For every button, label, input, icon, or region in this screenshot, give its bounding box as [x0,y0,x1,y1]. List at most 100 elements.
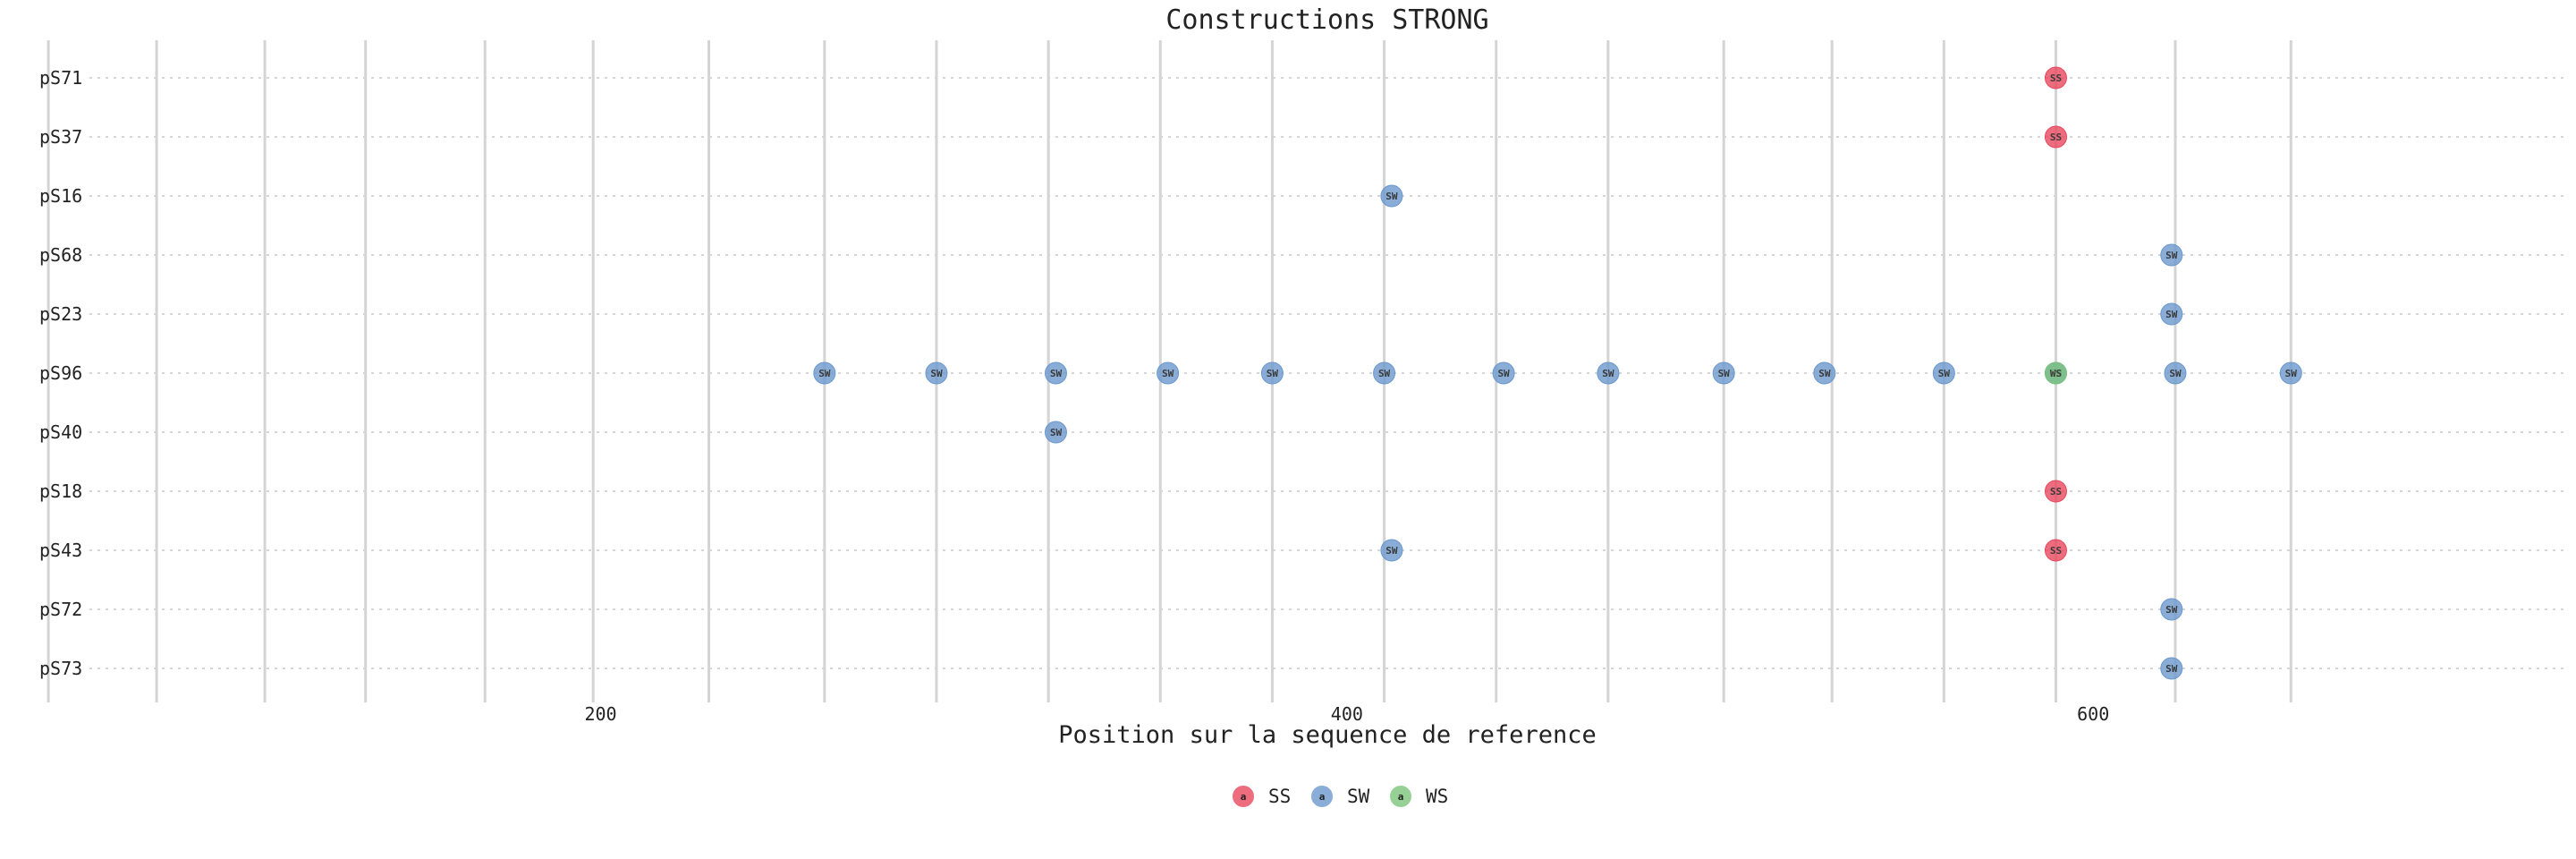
point-marker [2044,361,2067,385]
y-tick-labels: pS71 pS37 pS16 pS68 pS23 pS96 pS40 pS18 pS43 pS72… [39,67,82,679]
point-marker [2160,243,2183,267]
point-marker [1712,361,1735,385]
point-marker [1813,361,1836,385]
point-label: SS [2050,545,2062,557]
point-label: SS [2050,132,2062,143]
y-tick-label: pS43 [39,540,82,561]
point-label: SS [2050,72,2062,84]
point-label: WS [2050,368,2062,379]
point-label: SW [2165,663,2178,675]
point-marker [1044,421,1067,444]
legend: a SS a SW a WS [1233,786,1448,807]
point-label: SW [1385,545,1398,557]
point-marker [1373,361,1396,385]
point-label: SS [2050,486,2062,498]
point-marker [2160,598,2183,621]
y-tick-label: pS73 [39,658,82,679]
point-marker [1380,539,1403,562]
data-point-sw: SW [1380,184,1403,208]
data-point-sw: SW [1492,361,1515,385]
point-label: SW [1050,368,1063,379]
point-marker [2164,361,2187,385]
chart-title: Constructions STRONG [1165,4,1488,36]
point-label: SW [1938,368,1951,379]
data-point-sw: SW [2164,361,2187,385]
point-label: SW [2285,368,2298,379]
point-marker [1380,184,1403,208]
data-point-ss: SS [2044,539,2067,562]
legend-key-glyph: a [1319,791,1326,803]
point-marker [2279,361,2302,385]
point-marker [1932,361,1955,385]
legend-key [1390,786,1411,807]
legend-item-sw: a SW [1311,786,1370,807]
data-point-sw: SW [925,361,948,385]
data-point-sw: SW [2160,657,2183,680]
legend-label: SW [1347,786,1370,807]
point-label: SW [930,368,943,379]
x-tick-labels: 200 400 600 [584,703,2109,725]
data-point-sw: SW [1597,361,1620,385]
data-point-sw: SW [1712,361,1735,385]
data-point-sw: SW [1373,361,1396,385]
point-label: SW [2165,604,2178,616]
data-point-sw: SW [2160,598,2183,621]
legend-key [1233,786,1254,807]
point-marker [2044,125,2067,149]
y-tick-label: pS68 [39,244,82,266]
legend-item-ws: a WS [1390,786,1448,807]
x-tick-label: 400 [1331,703,1363,725]
point-layer: SS SS SS SS SW SW SW SW SW SW SW SW SW SW SW SW SW SW SW SW… [813,66,2302,680]
point-marker [2044,66,2067,89]
point-marker [1597,361,1620,385]
data-point-ws: WS [2044,361,2067,385]
point-label: SW [2165,309,2178,320]
x-tick-label: 200 [584,703,616,725]
data-point-sw: SW [1813,361,1836,385]
point-marker [813,361,836,385]
legend-key-glyph: a [1241,791,1247,803]
point-marker [1157,361,1180,385]
point-marker [1044,361,1067,385]
point-marker [925,361,948,385]
point-label: SW [1718,368,1731,379]
point-label: SW [2165,250,2178,261]
data-point-ss: SS [2044,66,2067,89]
data-point-sw: SW [1932,361,1955,385]
y-tick-label: pS96 [39,362,82,384]
y-tick-label: pS37 [39,126,82,148]
point-label: SW [1267,368,1279,379]
point-label: SW [1378,368,1391,379]
data-point-sw: SW [2160,302,2183,326]
y-tick-label: pS18 [39,481,82,502]
data-point-sw: SW [813,361,836,385]
x-axis-label: Position sur la sequence de reference [1058,721,1596,749]
y-tick-label: pS72 [39,599,82,620]
y-tick-label: pS23 [39,303,82,325]
point-label: SW [2169,368,2182,379]
legend-label: SS [1268,786,1291,807]
data-point-sw: SW [2160,243,2183,267]
data-point-sw: SW [1044,361,1067,385]
y-tick-label: pS16 [39,185,82,207]
point-label: SW [1050,427,1063,438]
data-point-ss: SS [2044,480,2067,503]
point-marker [2160,302,2183,326]
data-point-sw: SW [1260,361,1284,385]
x-tick-label: 600 [2077,703,2109,725]
point-marker [2044,539,2067,562]
point-label: SW [1385,191,1398,202]
point-label: SW [1602,368,1614,379]
legend-key-glyph: a [1398,791,1404,803]
point-marker [2044,480,2067,503]
legend-label: WS [1426,786,1448,807]
point-label: SW [818,368,831,379]
y-tick-label: pS40 [39,421,82,443]
data-point-sw: SW [1044,421,1067,444]
legend-key [1311,786,1333,807]
data-point-sw: SW [1157,361,1180,385]
point-label: SW [1818,368,1831,379]
legend-item-ss: a SS [1233,786,1291,807]
data-point-sw: SW [1380,539,1403,562]
